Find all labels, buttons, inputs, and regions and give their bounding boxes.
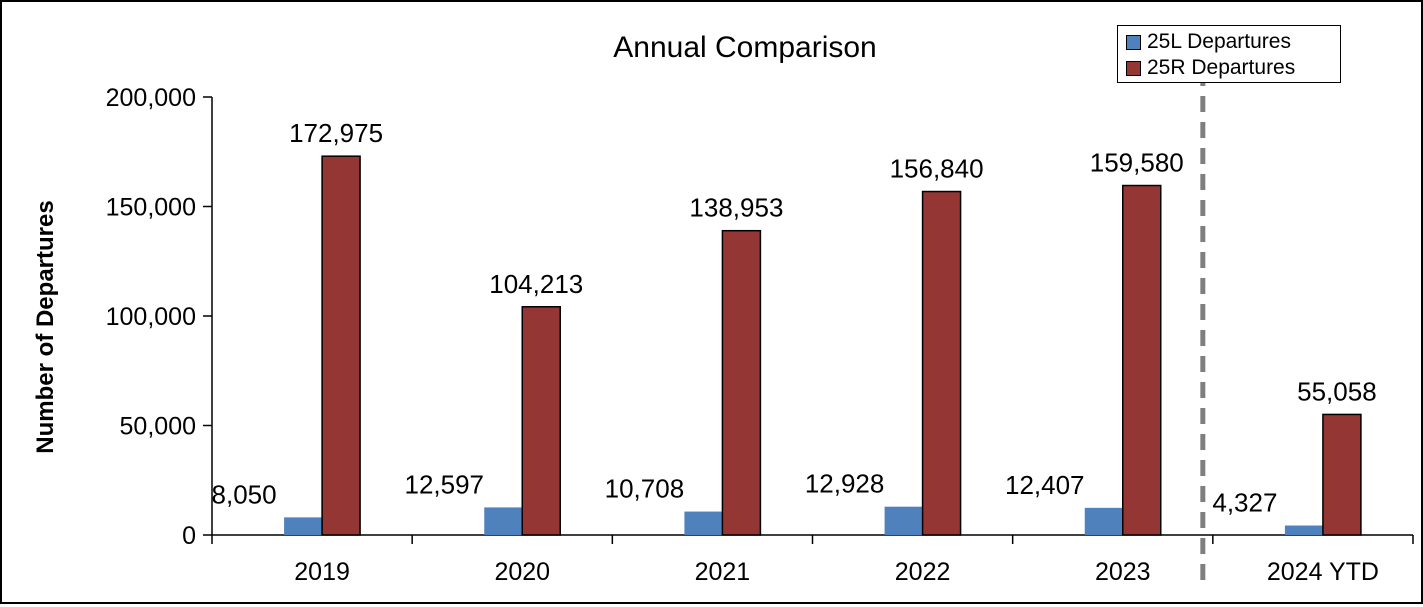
bar-25r [921,190,962,536]
y-tick-label: 200,000 [106,84,196,112]
y-axis-label: Number of Departures [32,200,59,453]
data-label-25l: 12,407 [1005,470,1085,500]
chart-title: Annual Comparison [613,31,876,64]
legend-swatch-25l [1126,34,1141,50]
data-label-25r: 138,953 [689,193,783,223]
x-tick-label: 2023 [1095,558,1151,586]
y-tick-label: 50,000 [120,413,196,441]
bar-25l [284,517,323,535]
x-tick-label: 2021 [695,558,751,586]
data-label-25l: 10,708 [605,474,685,504]
x-tick-label: 2022 [895,558,951,586]
legend-label-25r: 25R Departures [1147,56,1296,79]
bar-25r [1322,413,1362,536]
bar-25r [1122,184,1162,536]
data-label-25l: 4,327 [1212,488,1277,518]
legend-swatch-25r [1126,60,1141,76]
bar-25l [484,507,523,535]
bar-25r [721,229,762,536]
bar-25l [1284,525,1323,535]
chart-legend: 25L Departures 25R Departures [1117,25,1341,83]
bar-25l [1084,507,1123,535]
bar-25r [321,155,361,536]
data-label-25r: 156,840 [890,154,984,184]
legend-label-25l: 25L Departures [1147,30,1291,53]
data-label-25l: 12,928 [805,469,885,499]
data-label-25l: 12,597 [404,469,484,499]
bar-25l [684,511,723,535]
legend-item-25r: 25R Departures [1126,56,1295,80]
x-tick-label: 2020 [494,558,550,586]
y-tick-label: 150,000 [106,194,196,222]
x-tick-label: 2019 [294,558,350,586]
data-label-25r: 172,975 [289,118,383,148]
data-label-25l: 8,050 [212,479,277,509]
data-label-25r: 159,580 [1090,148,1184,178]
y-tick-label: 100,000 [106,303,196,331]
bar-25l [884,506,923,535]
legend-item-25l: 25L Departures [1126,30,1291,54]
y-tick-label: 0 [182,522,196,550]
plot-area: 0 50,000 100,000 150,000 200,000 2019 2020 2021… [106,70,1414,586]
x-tick-label: 2024 YTD [1267,558,1379,586]
data-label-25r: 104,213 [489,269,583,299]
data-label-25r: 55,058 [1297,376,1377,406]
bar-25r [521,306,561,536]
